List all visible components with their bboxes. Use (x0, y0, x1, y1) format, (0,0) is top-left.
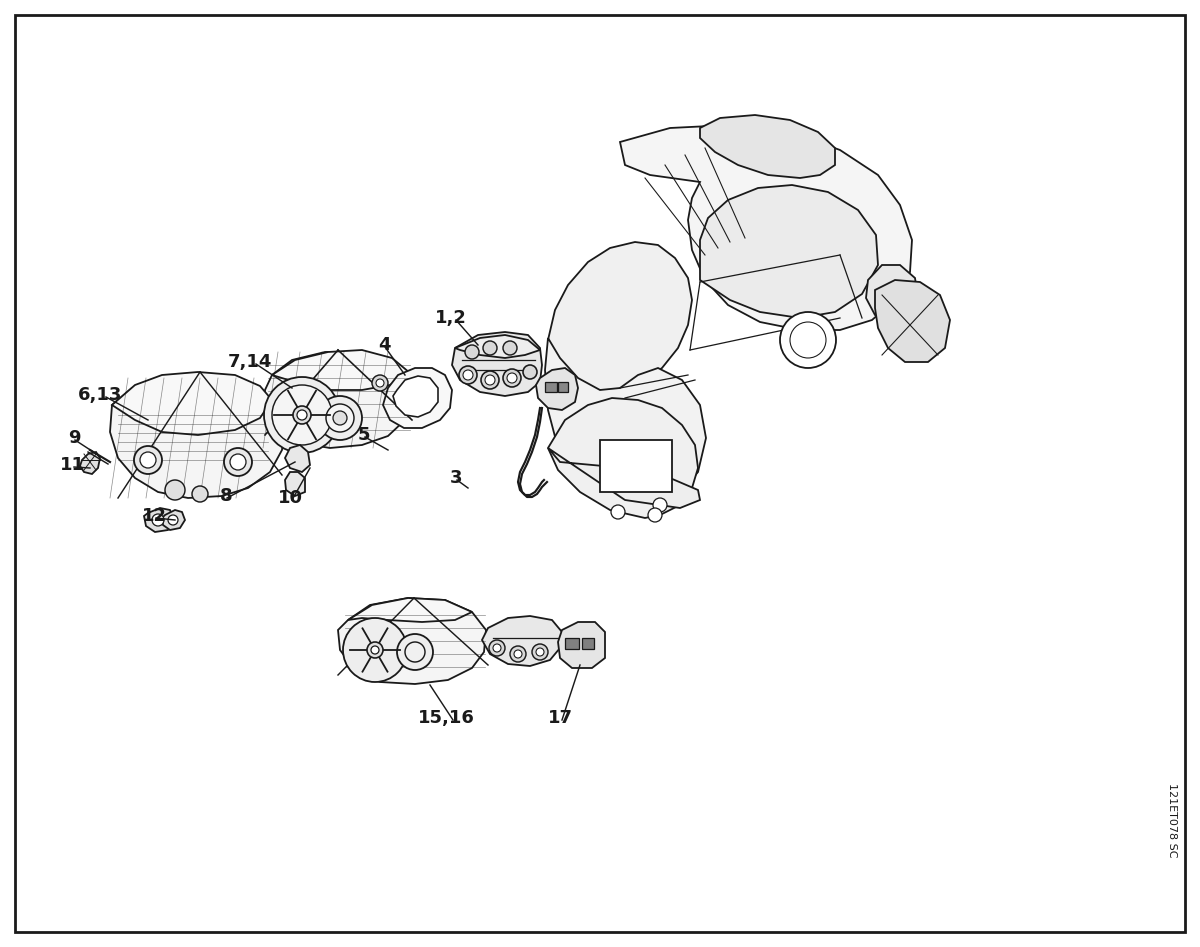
Text: 4: 4 (378, 336, 390, 354)
Circle shape (780, 312, 836, 368)
Polygon shape (700, 115, 835, 178)
Circle shape (648, 508, 662, 522)
Circle shape (230, 454, 246, 470)
Circle shape (790, 322, 826, 358)
Text: 8: 8 (220, 487, 233, 505)
Text: 15,16: 15,16 (418, 709, 475, 727)
Polygon shape (112, 372, 272, 435)
Circle shape (466, 345, 479, 359)
Circle shape (134, 446, 162, 474)
Circle shape (334, 411, 347, 425)
Polygon shape (548, 398, 698, 518)
Circle shape (224, 448, 252, 476)
Circle shape (653, 498, 667, 512)
Text: 7,14: 7,14 (228, 353, 272, 371)
Circle shape (611, 505, 625, 519)
Circle shape (326, 404, 354, 432)
Text: 121ET078 SC: 121ET078 SC (1166, 783, 1177, 857)
Text: 1,2: 1,2 (436, 309, 467, 327)
Polygon shape (866, 265, 918, 322)
Circle shape (493, 644, 502, 652)
Polygon shape (548, 448, 700, 508)
Bar (565, 638, 580, 649)
Circle shape (532, 644, 548, 660)
Circle shape (406, 642, 425, 662)
Circle shape (264, 377, 340, 453)
Polygon shape (272, 350, 410, 390)
Polygon shape (162, 510, 185, 530)
Circle shape (272, 385, 332, 445)
Circle shape (463, 370, 473, 380)
Polygon shape (286, 472, 305, 496)
Circle shape (371, 646, 379, 654)
Circle shape (376, 379, 384, 387)
Polygon shape (144, 508, 174, 532)
Circle shape (481, 371, 499, 389)
Circle shape (168, 515, 178, 525)
Text: 10: 10 (278, 489, 302, 507)
Polygon shape (452, 332, 542, 396)
Circle shape (503, 369, 521, 387)
Text: 9: 9 (68, 429, 80, 447)
Polygon shape (548, 242, 692, 390)
Polygon shape (394, 376, 438, 417)
Circle shape (152, 514, 164, 526)
Bar (545, 382, 557, 392)
Polygon shape (875, 280, 950, 362)
Circle shape (166, 480, 185, 500)
Circle shape (510, 646, 526, 662)
Circle shape (298, 410, 307, 420)
Circle shape (293, 406, 311, 424)
Polygon shape (383, 368, 452, 428)
Polygon shape (620, 125, 912, 330)
Circle shape (514, 650, 522, 658)
Circle shape (192, 486, 208, 502)
Polygon shape (545, 338, 706, 508)
Polygon shape (558, 622, 605, 668)
Circle shape (140, 452, 156, 468)
Circle shape (485, 375, 496, 385)
Text: 12: 12 (142, 507, 167, 525)
Polygon shape (536, 368, 578, 410)
Polygon shape (700, 185, 878, 318)
Polygon shape (80, 452, 100, 474)
Text: 11: 11 (60, 456, 85, 474)
Circle shape (458, 366, 478, 384)
Circle shape (490, 640, 505, 656)
Circle shape (318, 396, 362, 440)
Bar (558, 382, 568, 392)
Circle shape (503, 341, 517, 355)
Polygon shape (482, 616, 562, 666)
Circle shape (343, 618, 407, 682)
Polygon shape (348, 598, 472, 622)
Text: 17: 17 (548, 709, 574, 727)
Circle shape (372, 375, 388, 391)
Polygon shape (110, 378, 286, 498)
Circle shape (508, 373, 517, 383)
Circle shape (397, 634, 433, 670)
Circle shape (536, 648, 544, 656)
Polygon shape (455, 335, 540, 358)
Circle shape (367, 642, 383, 658)
Polygon shape (338, 598, 486, 684)
Circle shape (482, 341, 497, 355)
Bar (600, 440, 672, 492)
Bar (582, 638, 594, 649)
Polygon shape (265, 352, 412, 448)
Text: 3: 3 (450, 469, 462, 487)
Circle shape (523, 365, 538, 379)
Text: 5: 5 (358, 426, 371, 444)
Polygon shape (286, 445, 310, 472)
Text: 6,13: 6,13 (78, 386, 122, 404)
